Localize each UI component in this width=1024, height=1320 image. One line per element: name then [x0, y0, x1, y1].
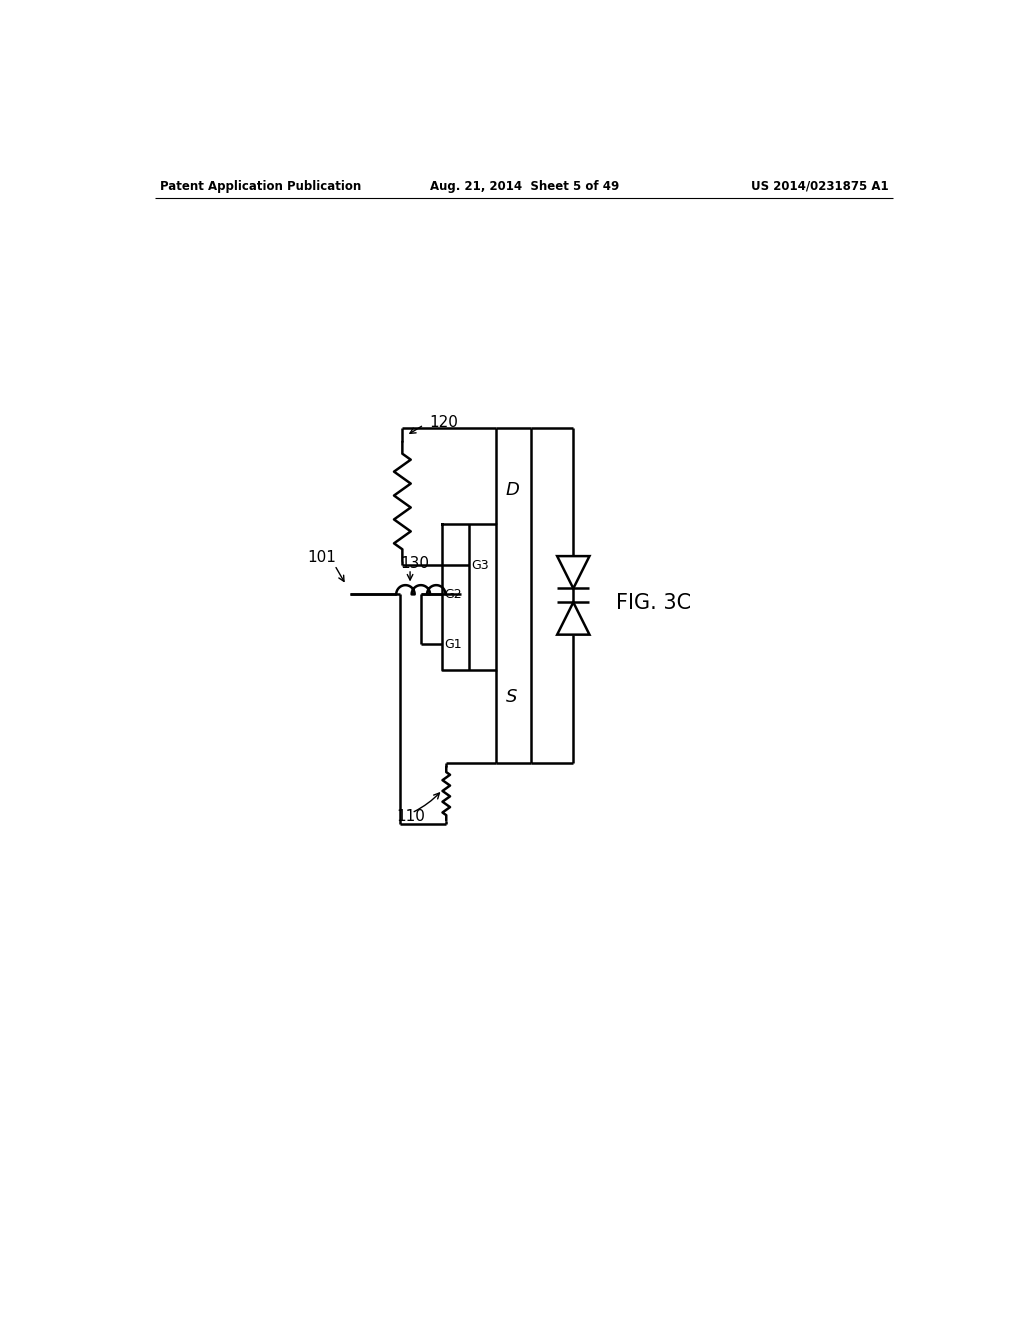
Text: 101: 101 — [307, 550, 337, 565]
Text: S: S — [506, 689, 517, 706]
Text: G1: G1 — [444, 638, 463, 651]
Text: 130: 130 — [400, 556, 429, 572]
Text: G2: G2 — [444, 587, 463, 601]
Text: US 2014/0231875 A1: US 2014/0231875 A1 — [752, 180, 889, 193]
Text: FIG. 3C: FIG. 3C — [615, 593, 691, 612]
Text: D: D — [506, 480, 519, 499]
Text: Patent Application Publication: Patent Application Publication — [160, 180, 361, 193]
Text: Aug. 21, 2014  Sheet 5 of 49: Aug. 21, 2014 Sheet 5 of 49 — [430, 180, 620, 193]
Text: G3: G3 — [472, 558, 489, 572]
Text: 120: 120 — [429, 414, 458, 430]
Text: 110: 110 — [396, 809, 425, 824]
